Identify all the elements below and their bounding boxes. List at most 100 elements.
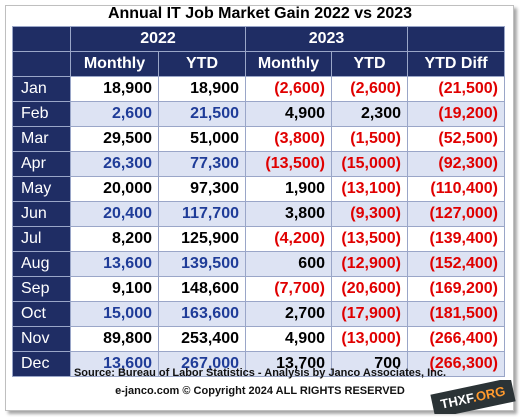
- ytd-2023-cell: (12,900): [331, 251, 408, 277]
- monthly-2023-cell: (4,200): [245, 226, 332, 252]
- ytd-2023-cell: (20,600): [331, 276, 408, 302]
- table-row: Jun 20,400 117,700 3,800 (9,300) (127,000): [12, 201, 505, 227]
- monthly-2022-cell: 89,800: [70, 326, 159, 352]
- ytd-2022-cell: 125,900: [158, 226, 246, 252]
- ytd-2023-cell: (2,600): [331, 76, 408, 102]
- monthly-2023-cell: (3,800): [245, 126, 332, 152]
- ytd-diff-cell: (266,400): [407, 326, 505, 352]
- col-ytd-2022: YTD: [158, 51, 246, 77]
- column-header-row: Monthly YTD Monthly YTD YTD Diff: [12, 51, 505, 77]
- ytd-2023-cell: (9,300): [331, 201, 408, 227]
- ytd-diff-cell: (127,000): [407, 201, 505, 227]
- ytd-2023-cell: (13,500): [331, 226, 408, 252]
- ytd-2023-cell: 700: [331, 351, 408, 377]
- ytd-2022-cell: 97,300: [158, 176, 246, 202]
- monthly-2023-cell: 1,900: [245, 176, 332, 202]
- monthly-2023-cell: 4,900: [245, 101, 332, 127]
- month-cell: Apr: [12, 151, 71, 177]
- ytd-diff-cell: (19,200): [407, 101, 505, 127]
- ytd-2023-cell: (1,500): [331, 126, 408, 152]
- ytd-diff-cell: (169,200): [407, 276, 505, 302]
- month-cell: Oct: [12, 301, 71, 327]
- table-row: Jan 18,900 18,900 (2,600) (2,600) (21,500): [12, 76, 505, 102]
- monthly-2022-cell: 29,500: [70, 126, 159, 152]
- monthly-2022-cell: 20,000: [70, 176, 159, 202]
- monthly-2023-cell: (7,700): [245, 276, 332, 302]
- ytd-2023-cell: (13,000): [331, 326, 408, 352]
- watermark-logo: THXF.ORG: [426, 380, 518, 414]
- ytd-2022-cell: 21,500: [158, 101, 246, 127]
- month-cell: Jun: [12, 201, 71, 227]
- col-ytd-diff: YTD Diff: [407, 51, 505, 77]
- ytd-2022-cell: 253,400: [158, 326, 246, 352]
- ytd-diff-cell: (52,500): [407, 126, 505, 152]
- year-2022-header: 2022: [70, 26, 246, 52]
- ytd-2023-cell: (17,900): [331, 301, 408, 327]
- month-cell: Sep: [12, 276, 71, 302]
- table-row: Sep 9,100 148,600 (7,700) (20,600) (169,200): [12, 276, 505, 302]
- col-ytd-2023: YTD: [331, 51, 408, 77]
- diff-year-blank: [407, 26, 505, 52]
- table-row: Apr 26,300 77,300 (13,500) (15,000) (92,300): [12, 151, 505, 177]
- monthly-2023-cell: 2,700: [245, 301, 332, 327]
- table-row: Oct 15,000 163,600 2,700 (17,900) (181,500): [12, 301, 505, 327]
- table-title: Annual IT Job Market Gain 2022 vs 2023: [107, 5, 413, 22]
- month-cell: Nov: [12, 326, 71, 352]
- monthly-2023-cell: 13,700: [245, 351, 332, 377]
- ytd-diff-cell: (110,400): [407, 176, 505, 202]
- year-header-row: 2022 2023: [12, 26, 505, 52]
- ytd-diff-cell: (181,500): [407, 301, 505, 327]
- month-cell: Dec: [12, 351, 71, 377]
- ytd-2022-cell: 18,900: [158, 76, 246, 102]
- ytd-2022-cell: 117,700: [158, 201, 246, 227]
- month-cell: Mar: [12, 126, 71, 152]
- monthly-2022-cell: 18,900: [70, 76, 159, 102]
- monthly-2022-cell: 2,600: [70, 101, 159, 127]
- month-cell: Jan: [12, 76, 71, 102]
- ytd-diff-cell: (21,500): [407, 76, 505, 102]
- year-2023-header: 2023: [245, 26, 408, 52]
- ytd-2023-cell: (13,100): [331, 176, 408, 202]
- ytd-diff-cell: (266,300): [407, 351, 505, 377]
- ytd-2022-cell: 148,600: [158, 276, 246, 302]
- monthly-2022-cell: 20,400: [70, 201, 159, 227]
- source-note: Source: Bureau of Labor Statistics - Ana…: [73, 367, 447, 379]
- table-row: Mar 29,500 51,000 (3,800) (1,500) (52,500): [12, 126, 505, 152]
- monthly-2023-cell: (13,500): [245, 151, 332, 177]
- monthly-2022-cell: 15,000: [70, 301, 159, 327]
- table-row: May 20,000 97,300 1,900 (13,100) (110,400): [12, 176, 505, 202]
- table-row: Aug 13,600 139,500 600 (12,900) (152,400): [12, 251, 505, 277]
- corner-cell-2: [12, 51, 71, 77]
- ytd-2023-cell: 2,300: [331, 101, 408, 127]
- monthly-2022-cell: 26,300: [70, 151, 159, 177]
- col-monthly-2022: Monthly: [70, 51, 159, 77]
- table-row: Feb 2,600 21,500 4,900 2,300 (19,200): [12, 101, 505, 127]
- job-market-table: 2022 2023 Monthly YTD Monthly YTD YTD Di…: [12, 26, 505, 377]
- ytd-2023-cell: (15,000): [331, 151, 408, 177]
- monthly-2023-cell: 4,900: [245, 326, 332, 352]
- ytd-diff-cell: (139,400): [407, 226, 505, 252]
- table-row: Jul 8,200 125,900 (4,200) (13,500) (139,400): [12, 226, 505, 252]
- ytd-2022-cell: 51,000: [158, 126, 246, 152]
- monthly-2022-cell: 9,100: [70, 276, 159, 302]
- monthly-2022-cell: 8,200: [70, 226, 159, 252]
- monthly-2023-cell: (2,600): [245, 76, 332, 102]
- month-cell: Feb: [12, 101, 71, 127]
- copyright-note: e-janco.com © Copyright 2024 ALL RIGHTS …: [115, 385, 405, 397]
- ytd-2022-cell: 267,000: [158, 351, 246, 377]
- monthly-2023-cell: 600: [245, 251, 332, 277]
- ytd-diff-cell: (92,300): [407, 151, 505, 177]
- ytd-2022-cell: 77,300: [158, 151, 246, 177]
- monthly-2023-cell: 3,800: [245, 201, 332, 227]
- table-body: Jan 18,900 18,900 (2,600) (2,600) (21,500) Feb…: [12, 76, 505, 377]
- ytd-2022-cell: 139,500: [158, 251, 246, 277]
- month-cell: Aug: [12, 251, 71, 277]
- ytd-diff-cell: (152,400): [407, 251, 505, 277]
- month-cell: May: [12, 176, 71, 202]
- monthly-2022-cell: 13,600: [70, 351, 159, 377]
- table-row: Dec 13,600 267,000 13,700 700 (266,300): [12, 351, 505, 377]
- month-cell: Jul: [12, 226, 71, 252]
- ytd-2022-cell: 163,600: [158, 301, 246, 327]
- corner-cell: [12, 26, 71, 52]
- table-row: Nov 89,800 253,400 4,900 (13,000) (266,400): [12, 326, 505, 352]
